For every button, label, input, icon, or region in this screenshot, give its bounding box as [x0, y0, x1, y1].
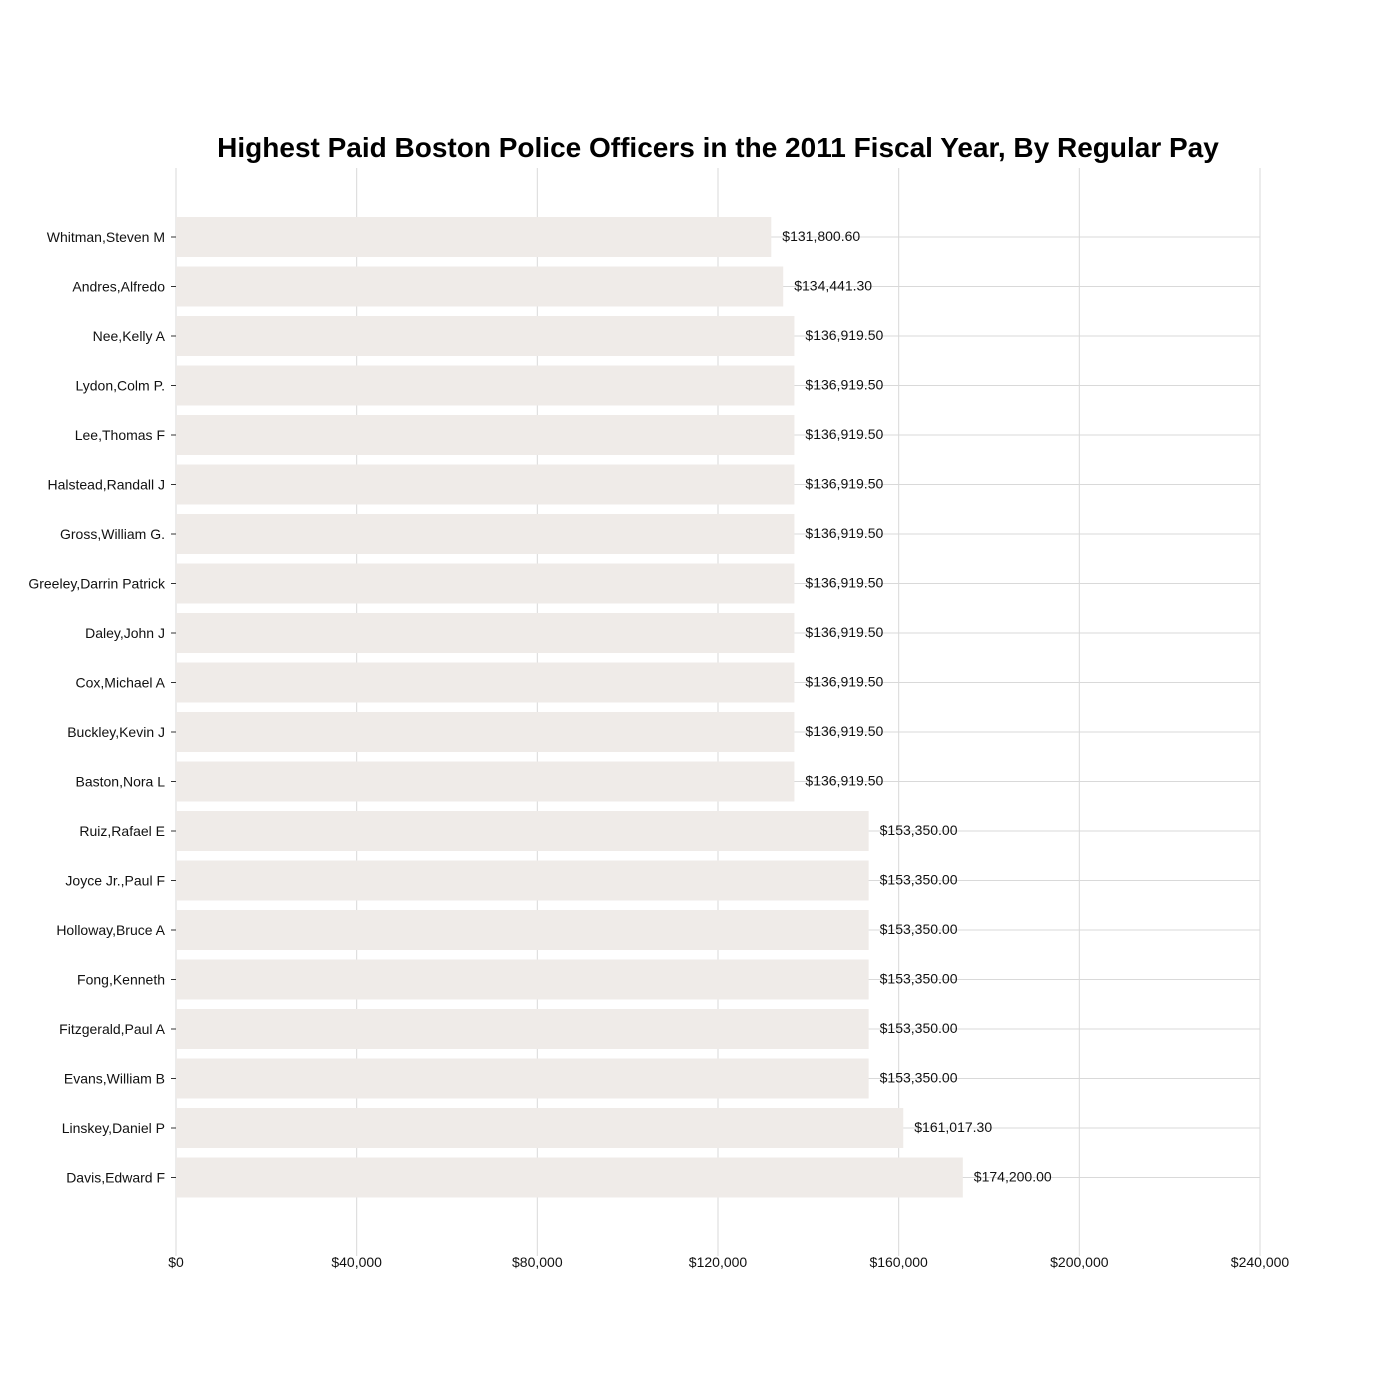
bar	[176, 860, 869, 901]
category-label: Nee,Kelly A	[93, 328, 166, 344]
value-label: $153,350.00	[880, 1070, 958, 1086]
category-label: Halstead,Randall J	[47, 477, 165, 493]
category-label: Daley,John J	[85, 625, 165, 641]
category-label: Linskey,Daniel P	[62, 1120, 165, 1136]
bar	[176, 316, 795, 356]
bar	[176, 811, 869, 851]
bar	[176, 464, 795, 505]
value-label: $134,441.30	[794, 278, 872, 294]
value-label: $136,919.50	[805, 723, 883, 739]
category-label: Buckley,Kevin J	[67, 724, 165, 740]
bar	[176, 761, 795, 802]
bar	[176, 662, 795, 703]
category-label: Davis,Edward F	[66, 1170, 165, 1186]
category-labels: Whitman,Steven M Andres,Alfredo Nee,Kelly …	[28, 229, 166, 1186]
value-label: $153,350.00	[880, 1020, 958, 1036]
value-label: $136,919.50	[805, 575, 883, 591]
bar	[176, 1108, 904, 1148]
value-label: $136,919.50	[805, 624, 883, 640]
bar	[176, 613, 795, 653]
category-label: Lee,Thomas F	[75, 427, 165, 443]
bars	[176, 217, 963, 1198]
category-label: Whitman,Steven M	[47, 229, 165, 245]
category-label: Fong,Kenneth	[77, 972, 165, 988]
value-label: $136,919.50	[805, 377, 883, 393]
bar	[176, 514, 795, 554]
category-label: Greeley,Darrin Patrick	[28, 576, 166, 592]
category-label: Baston,Nora L	[76, 774, 166, 790]
bar	[176, 1058, 869, 1099]
value-label: $136,919.50	[805, 426, 883, 442]
chart-title: Highest Paid Boston Police Officers in t…	[217, 132, 1219, 163]
value-label: $153,350.00	[880, 921, 958, 937]
category-label: Fitzgerald,Paul A	[59, 1021, 165, 1037]
category-label: Cox,Michael A	[76, 675, 166, 691]
category-label: Holloway,Bruce A	[56, 922, 165, 938]
x-tick-label: $160,000	[869, 1254, 928, 1270]
value-label: $136,919.50	[805, 476, 883, 492]
value-label: $153,350.00	[880, 971, 958, 987]
bar	[176, 365, 795, 406]
value-labels: $131,800.60 $134,441.30 $136,919.50 $136,91…	[782, 228, 1052, 1185]
category-label: Gross,William G.	[60, 526, 165, 542]
bar	[176, 910, 869, 950]
bar	[176, 1009, 869, 1049]
bar	[176, 217, 772, 257]
value-label: $136,919.50	[805, 327, 883, 343]
category-label: Evans,William B	[64, 1071, 165, 1087]
value-label: $131,800.60	[782, 228, 860, 244]
value-label: $136,919.50	[805, 674, 883, 690]
value-label: $161,017.30	[914, 1119, 992, 1135]
bar	[176, 712, 795, 752]
bar	[176, 959, 869, 1000]
bar	[176, 266, 784, 307]
value-label: $136,919.50	[805, 525, 883, 541]
x-tick-label: $0	[168, 1254, 184, 1270]
x-tick-label: $240,000	[1231, 1254, 1290, 1270]
category-label: Ruiz,Rafael E	[79, 823, 165, 839]
category-label: Andres,Alfredo	[72, 279, 165, 295]
value-label: $153,350.00	[880, 872, 958, 888]
x-axis-ticks: $0 $40,000 $80,000 $120,000 $160,000 $200,000…	[168, 1254, 1289, 1270]
bar	[176, 415, 795, 455]
bar	[176, 563, 795, 604]
value-label: $153,350.00	[880, 822, 958, 838]
x-tick-label: $200,000	[1050, 1254, 1109, 1270]
category-label: Joyce Jr.,Paul F	[65, 873, 165, 889]
x-tick-label: $40,000	[331, 1254, 382, 1270]
value-label: $174,200.00	[974, 1169, 1052, 1185]
value-label: $136,919.50	[805, 773, 883, 789]
x-tick-label: $120,000	[689, 1254, 748, 1270]
category-label: Lydon,Colm P.	[76, 378, 166, 394]
bar	[176, 1157, 963, 1198]
x-tick-label: $80,000	[512, 1254, 563, 1270]
